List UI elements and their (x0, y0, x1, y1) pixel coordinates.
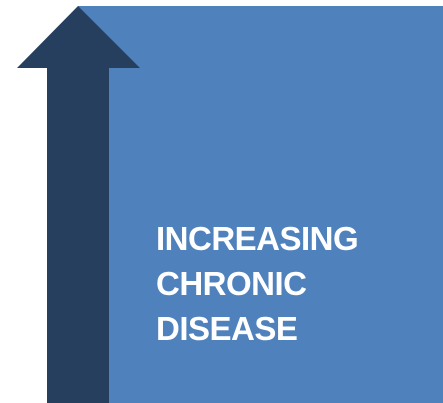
label-line-1: INCREASING (156, 220, 359, 257)
blue-panel (78, 6, 443, 403)
label-line-3: DISEASE (156, 310, 298, 347)
label-line-2: CHRONIC (156, 265, 307, 302)
up-arrow-shape (17, 6, 140, 403)
increasing-chronic-disease-label: INCREASING CHRONIC DISEASE (156, 216, 359, 351)
